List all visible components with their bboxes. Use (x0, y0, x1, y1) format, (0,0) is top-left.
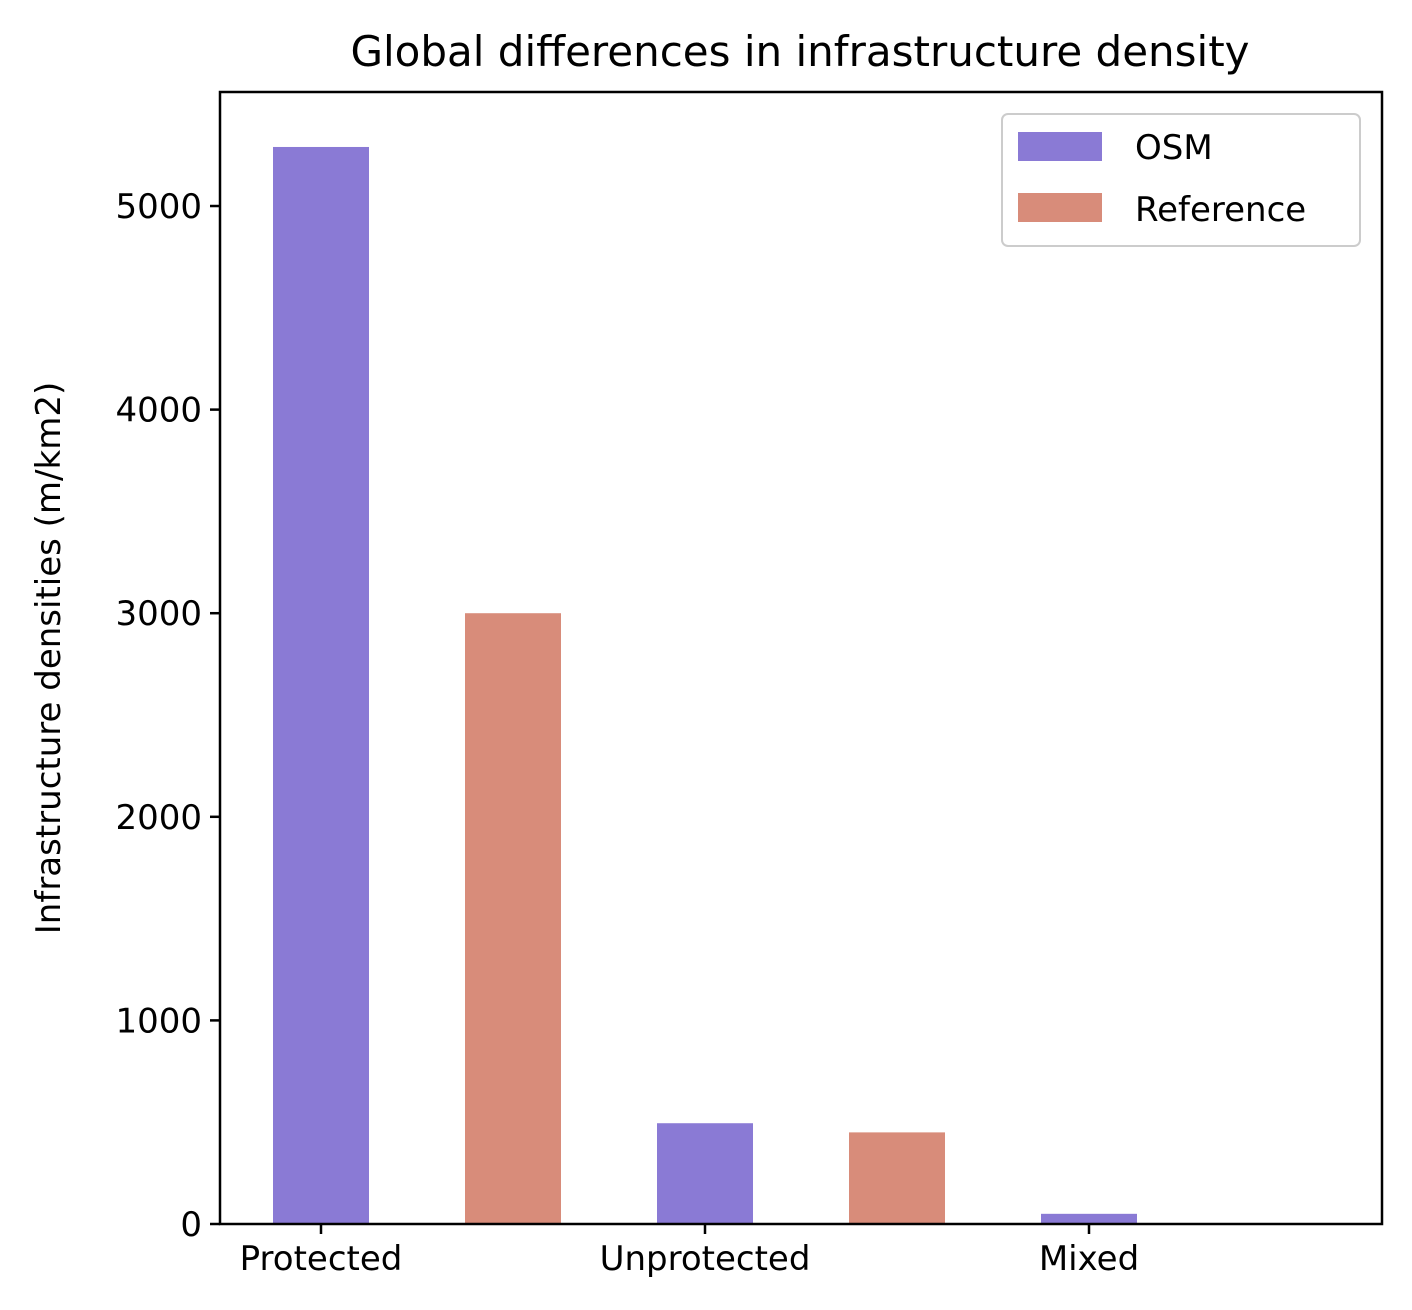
bar-reference-unprotected (849, 1132, 945, 1224)
bars-group (273, 146, 1137, 1225)
chart-title: Global differences in infrastructure den… (350, 27, 1249, 76)
bar-osm-mixed (1041, 1213, 1137, 1224)
y-tick-label: 5000 (115, 187, 202, 227)
legend-label-reference: Reference (1135, 190, 1306, 230)
x-tick-label: Mixed (1039, 1239, 1139, 1279)
legend: OSM Reference (1001, 113, 1361, 247)
y-axis: 0 1000 2000 3000 4000 5000 (115, 187, 220, 1245)
legend-swatch-reference (1018, 193, 1102, 222)
y-tick-label: 0 (180, 1205, 202, 1245)
x-axis: Protected Unprotected Mixed (240, 1224, 1139, 1279)
y-tick-label: 2000 (115, 798, 202, 838)
y-tick-label: 3000 (115, 594, 202, 634)
bar-osm-protected (273, 146, 369, 1225)
x-tick-label: Unprotected (600, 1239, 811, 1279)
x-tick-label: Protected (240, 1239, 403, 1279)
y-tick-label: 4000 (115, 391, 202, 431)
bar-osm-unprotected (657, 1123, 753, 1224)
plot-frame (218, 90, 1384, 1226)
legend-label-osm: OSM (1135, 128, 1213, 168)
bar-reference-protected (465, 613, 561, 1224)
legend-swatch-osm (1018, 132, 1102, 161)
y-tick-label: 1000 (115, 1001, 202, 1041)
y-axis-label: Infrastructure densities (m/km2) (29, 382, 69, 934)
